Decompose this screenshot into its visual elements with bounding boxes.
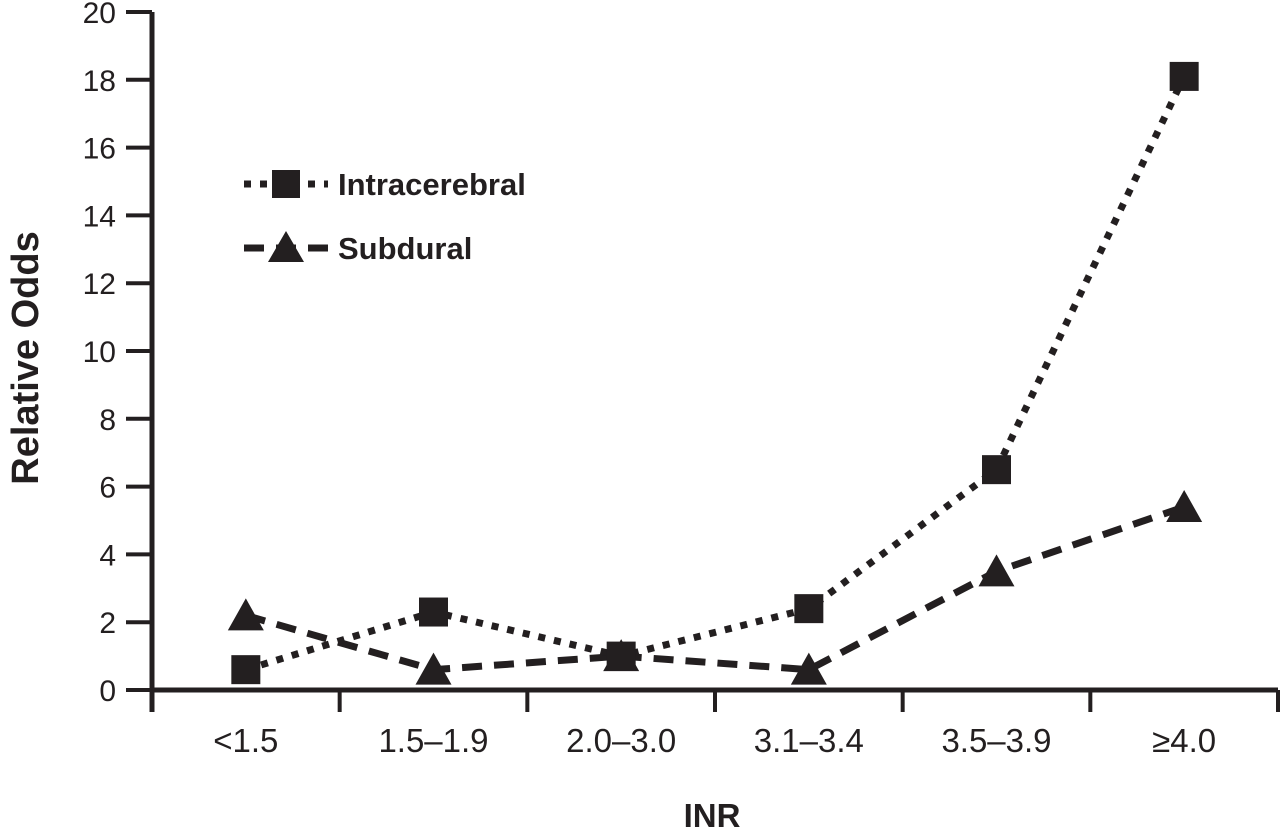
y-tick-label: 4	[99, 539, 116, 572]
x-tick-label: 3.5–3.9	[941, 722, 1051, 759]
marker-triangle	[790, 652, 827, 685]
x-tick-label: <1.5	[213, 722, 278, 759]
y-tick-label: 0	[99, 675, 116, 708]
y-tick-label: 2	[99, 607, 116, 640]
x-tick-label: ≥4.0	[1152, 722, 1216, 759]
legend-label: Intracerebral	[338, 167, 526, 202]
marker-triangle	[978, 554, 1015, 587]
marker-triangle	[227, 598, 264, 631]
y-tick-label: 14	[83, 200, 116, 233]
x-tick-label: 2.0–3.0	[566, 722, 676, 759]
marker-triangle	[415, 652, 452, 685]
y-tick-label: 12	[83, 268, 116, 301]
marker-square	[419, 597, 448, 627]
y-axis-title: Relative Odds	[5, 231, 47, 484]
x-tick-label: 1.5–1.9	[378, 722, 488, 759]
marker-square	[794, 594, 824, 624]
legend-label: Subdural	[338, 231, 472, 266]
y-tick-label: 16	[83, 133, 116, 166]
marker-square	[1169, 61, 1199, 91]
legend-marker-triangle	[268, 231, 304, 262]
y-tick-label: 10	[83, 336, 116, 369]
series-line-subdural	[244, 503, 1186, 674]
legend-marker-square	[272, 170, 300, 198]
marker-square	[606, 641, 636, 671]
marker-square	[231, 655, 261, 685]
y-tick-label: 20	[83, 0, 116, 30]
x-axis-title: INR	[684, 797, 741, 834]
y-tick-label: 6	[99, 472, 116, 505]
marker-square	[982, 455, 1011, 485]
y-tick-label: 8	[99, 404, 116, 437]
series-line-intracerebral	[244, 74, 1188, 674]
y-tick-label: 18	[83, 65, 116, 98]
x-tick-label: 3.1–3.4	[754, 722, 864, 759]
marker-triangle	[1166, 489, 1203, 522]
